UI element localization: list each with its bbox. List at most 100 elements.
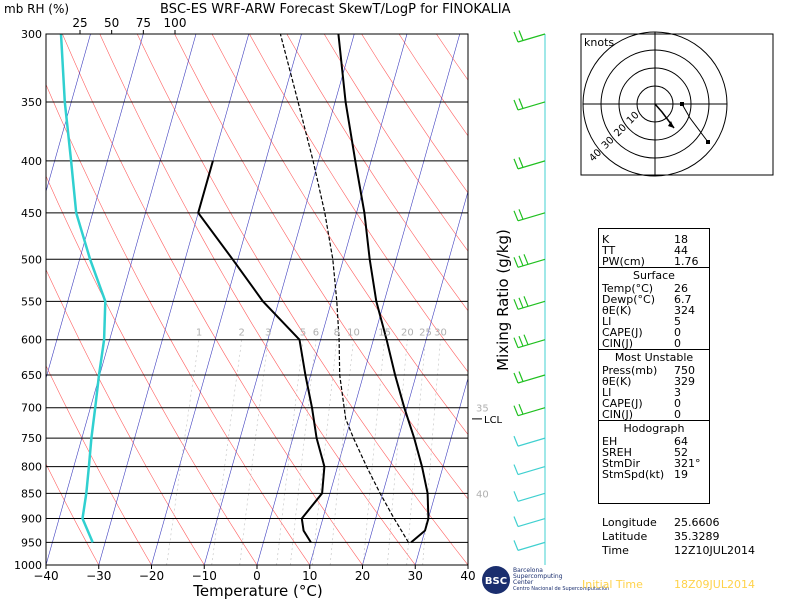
dry-adiabat [286, 34, 468, 312]
surface-label: Dewp(°C) [602, 293, 655, 306]
wind-barb [513, 157, 546, 170]
most-unstable-value: 329 [674, 375, 695, 388]
dry-adiabat [99, 34, 416, 565]
wind-barb-feather [518, 297, 524, 309]
hodograph-stats-title: Hodograph [623, 422, 685, 435]
isotherm [46, 34, 91, 193]
dewpoint_temperature-line [197, 160, 326, 543]
mixing-ratio-label: 20 [401, 328, 414, 339]
mixing-ratio-line [329, 339, 354, 565]
most-unstable-label: Press(mb) [602, 364, 658, 377]
dry-adiabat [323, 34, 468, 252]
wind-barb [513, 30, 546, 43]
mixing-ratio-label: 10 [347, 328, 360, 339]
panel-divider [598, 420, 710, 421]
y-tick-label: 850 [21, 487, 42, 500]
sounding-series [59, 34, 430, 544]
wind-barb-feather [513, 405, 519, 416]
mixing-ratio-line [387, 339, 408, 565]
y-axis-ticks: 300 350 400 450 500 550 600 650 700 750 800 850 900 9… [14, 28, 42, 572]
dry-adiabat [361, 34, 468, 194]
index-value: 18 [674, 233, 688, 246]
isotherm [98, 34, 250, 565]
hodograph-label: knots [584, 36, 615, 49]
wind-barb-feather [523, 254, 529, 265]
most-unstable-label: CAPE(J) [602, 397, 643, 410]
wind-barb [513, 209, 546, 222]
x-tick-label: 30 [408, 569, 423, 583]
wind-barb-feather [523, 334, 529, 345]
wind-barb-feather [518, 98, 524, 109]
y-tick-label: 350 [21, 96, 42, 109]
wind-barb-feather [513, 516, 519, 527]
isobars [46, 101, 468, 543]
rh-tick-label: 75 [136, 16, 151, 30]
surface-label: LI [602, 315, 612, 328]
mixing-ratio-label: 15 [378, 328, 391, 339]
lcl-label: LCL [484, 415, 503, 426]
x-tick-label: −20 [139, 569, 164, 583]
isotherm [256, 34, 408, 565]
logo-text: BSC [485, 576, 507, 587]
wind-barb-shaft [517, 437, 546, 447]
mixing-ratio-line [276, 339, 304, 565]
surface-value: 0 [674, 337, 681, 350]
isotherm [414, 377, 468, 565]
dry-adiabat [249, 34, 468, 373]
y-tick-label: 400 [21, 155, 42, 168]
mixing-ratio-label: 25 [419, 328, 432, 339]
wind-barbs [513, 30, 546, 565]
rh-tick-label: 100 [164, 16, 187, 30]
lcl-marker: LCL [472, 415, 503, 426]
mixing-ratio-labels: 1 2 3 5 6 8 10 15 20 25 30 [196, 328, 447, 339]
panel-divider [598, 349, 710, 350]
rh-tick-label: 25 [72, 16, 87, 30]
location-value: 12Z10JUL2014 [674, 544, 755, 557]
wind-barb [513, 464, 546, 476]
mixing-ratio-line [239, 339, 269, 565]
most-unstable-value: 0 [674, 408, 681, 421]
x-tick-label: 0 [253, 569, 261, 583]
dry-adiabat [62, 34, 363, 565]
hodograph-stat-label: StmDir [602, 457, 641, 470]
mixing-ratio-line [290, 339, 317, 565]
isotherm [46, 34, 144, 380]
most-unstable-value: 750 [674, 364, 695, 377]
hodograph-point [706, 140, 710, 144]
most-unstable-value: 3 [674, 386, 681, 399]
wind-barb-feather [518, 157, 524, 168]
theta-label: 40 [476, 489, 489, 500]
location-value: 25.6606 [674, 516, 720, 529]
wind-barb [513, 516, 546, 528]
x-axis-label: Temperature (°C) [192, 582, 322, 600]
mixing-ratio-label: 8 [334, 328, 340, 339]
surface-value: 26 [674, 282, 688, 295]
hodograph-point [680, 102, 684, 106]
x-tick-label: 10 [302, 569, 317, 583]
rh-axis-ticks: 25 50 75 100 [72, 16, 186, 34]
bsc-logo: BSC [482, 566, 510, 594]
y-tick-label: 600 [21, 334, 42, 347]
wind-barb [513, 435, 546, 447]
index-value: 44 [674, 244, 688, 257]
surface-value: 0 [674, 326, 681, 339]
most-unstable-label: CIN(J) [602, 408, 633, 421]
wind-barb-shaft [517, 492, 546, 502]
header-units: mb RH (%) [4, 2, 70, 16]
wind-barb [513, 540, 546, 551]
wind-barb-feather [518, 255, 524, 267]
hodograph-stat-value: 321° [674, 457, 701, 470]
mixing-ratio-label: 3 [265, 328, 271, 339]
wind-barb-feather [513, 99, 519, 111]
hodograph-stat-label: StmSpd(kt) [602, 468, 665, 481]
theta-label: 35 [476, 404, 489, 415]
mixing-ratio-line [312, 339, 338, 565]
surface-value: 6.7 [674, 293, 692, 306]
most-unstable-title: Most Unstable [614, 351, 694, 364]
x-tick-label: −10 [192, 569, 217, 583]
relative_humidity-line [59, 34, 107, 543]
location-label: Time [602, 544, 629, 557]
y-tick-label: 900 [21, 513, 42, 526]
